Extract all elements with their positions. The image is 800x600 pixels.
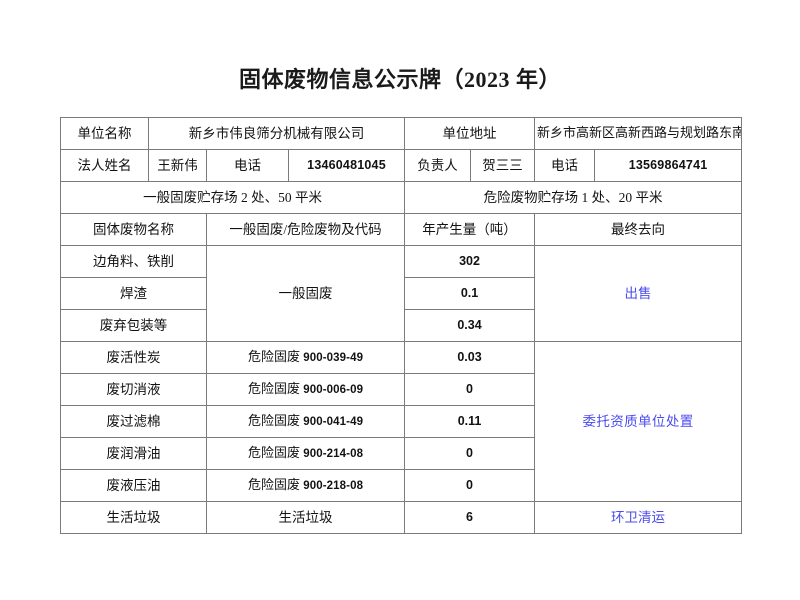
table-row: 废切消液 危险固废 900-006-09 0 (60, 373, 742, 406)
general-waste-storage: 一般固废贮存场 2 处、50 平米 (59, 181, 406, 214)
legal-person-label: 法人姓名 (60, 149, 149, 182)
manager-phone-label: 电话 (534, 149, 596, 182)
unit-address-label: 单位地址 (404, 117, 536, 150)
waste-name-cell: 废弃包装等 (60, 309, 207, 342)
waste-name-cell: 废活性炭 (60, 341, 207, 374)
category-text: 危险固废 (247, 476, 300, 492)
hazardous-waste-storage: 危险废物贮存场 1 处、20 平米 (404, 181, 743, 214)
waste-quantity-cell: 0.1 (404, 277, 536, 310)
table-row-unit-info: 单位名称 新乡市伟良筛分机械有限公司 单位地址 新乡市高新区高新西路与规划路东南… (60, 117, 743, 150)
page-title: 固体废物信息公示牌（2023 年） (238, 67, 561, 92)
waste-destination-cell-general: 出售 (534, 245, 743, 342)
manager-label: 负责人 (404, 149, 472, 182)
table-row: 废弃包装等 0.34 (60, 309, 742, 342)
waste-name-cell: 生活垃圾 (60, 501, 207, 534)
table-row: 废过滤棉 危险固废 900-041-49 0.11 (60, 405, 742, 438)
table-row-contact-info: 法人姓名 王新伟 电话 13460481045 负责人 贺三三 电话 13569… (60, 149, 743, 182)
waste-category-cell-general: 一般固废 (205, 245, 406, 342)
header-category-code: 一般固废/危险废物及代码 (205, 213, 406, 246)
waste-quantity-cell: 0.11 (404, 405, 536, 438)
legal-person-value: 王新伟 (148, 149, 207, 182)
header-final-destination: 最终去向 (534, 213, 743, 246)
unit-name-value: 新乡市伟良筛分机械有限公司 (147, 117, 406, 150)
table-row: 边角料、铁削 一般固废 302 出售 (60, 245, 743, 342)
table-row: 废活性炭 危险固废 900-039-49 0.03 委托资质单位处置 (60, 341, 743, 502)
waste-quantity-cell: 0 (404, 469, 536, 502)
waste-quantity-cell: 0.03 (404, 341, 536, 374)
code-text: 900-041-49 (303, 415, 364, 428)
table-row: 废润滑油 危险固废 900-214-08 0 (60, 437, 742, 470)
code-text: 900-218-08 (303, 479, 364, 492)
waste-name-cell: 废过滤棉 (60, 405, 207, 438)
waste-name-cell: 废切消液 (60, 373, 207, 406)
code-text: 900-214-08 (303, 447, 364, 460)
table-row: 焊渣 0.1 (60, 277, 742, 310)
header-annual-output: 年产生量（吨） (404, 213, 536, 246)
waste-quantity-cell: 0.34 (404, 309, 536, 342)
code-text: 900-006-09 (303, 383, 364, 396)
category-text: 危险固废 (247, 380, 300, 396)
waste-category-code-cell: 危险固废 900-039-49 (205, 341, 406, 374)
waste-category-code-cell: 危险固废 900-041-49 (205, 405, 406, 438)
waste-quantity-cell: 6 (404, 501, 536, 534)
code-text: 900-039-49 (303, 351, 364, 364)
waste-destination-cell-domestic: 环卫清运 (534, 501, 743, 534)
category-text: 危险固废 (247, 348, 300, 364)
category-text: 危险固废 (247, 444, 300, 460)
waste-quantity-cell: 0 (404, 373, 536, 406)
unit-address-value: 新乡市高新区高新西路与规划路东南角 (534, 117, 743, 150)
category-text: 危险固废 (247, 412, 300, 428)
waste-quantity-cell: 0 (404, 437, 536, 470)
waste-name-cell: 边角料、铁削 (60, 245, 207, 278)
waste-category-code-cell: 危险固废 900-218-08 (205, 469, 406, 502)
waste-destination-cell-hazardous: 委托资质单位处置 (534, 341, 743, 502)
unit-name-label: 单位名称 (60, 117, 149, 150)
legal-phone-value: 13460481045 (287, 149, 406, 182)
waste-category-code-cell: 危险固废 900-006-09 (205, 373, 406, 406)
manager-phone-value: 13569864741 (594, 149, 743, 182)
table-row-storage: 一般固废贮存场 2 处、50 平米 危险废物贮存场 1 处、20 平米 (59, 181, 743, 214)
waste-quantity-cell: 302 (404, 245, 536, 278)
table-row: 生活垃圾 生活垃圾 6 环卫清运 (60, 501, 743, 534)
table-header-row: 固体废物名称 一般固废/危险废物及代码 年产生量（吨） 最终去向 (60, 213, 743, 246)
waste-name-cell: 废润滑油 (60, 437, 207, 470)
waste-category-cell-domestic: 生活垃圾 (205, 501, 406, 534)
waste-name-cell: 废液压油 (60, 469, 207, 502)
waste-name-cell: 焊渣 (60, 277, 207, 310)
waste-category-code-cell: 危险固废 900-214-08 (205, 437, 406, 470)
header-waste-name: 固体废物名称 (60, 213, 207, 246)
solid-waste-table: 单位名称 新乡市伟良筛分机械有限公司 单位地址 新乡市高新区高新西路与规划路东南… (59, 117, 743, 534)
manager-value: 贺三三 (470, 149, 536, 182)
legal-phone-label: 电话 (206, 149, 289, 182)
